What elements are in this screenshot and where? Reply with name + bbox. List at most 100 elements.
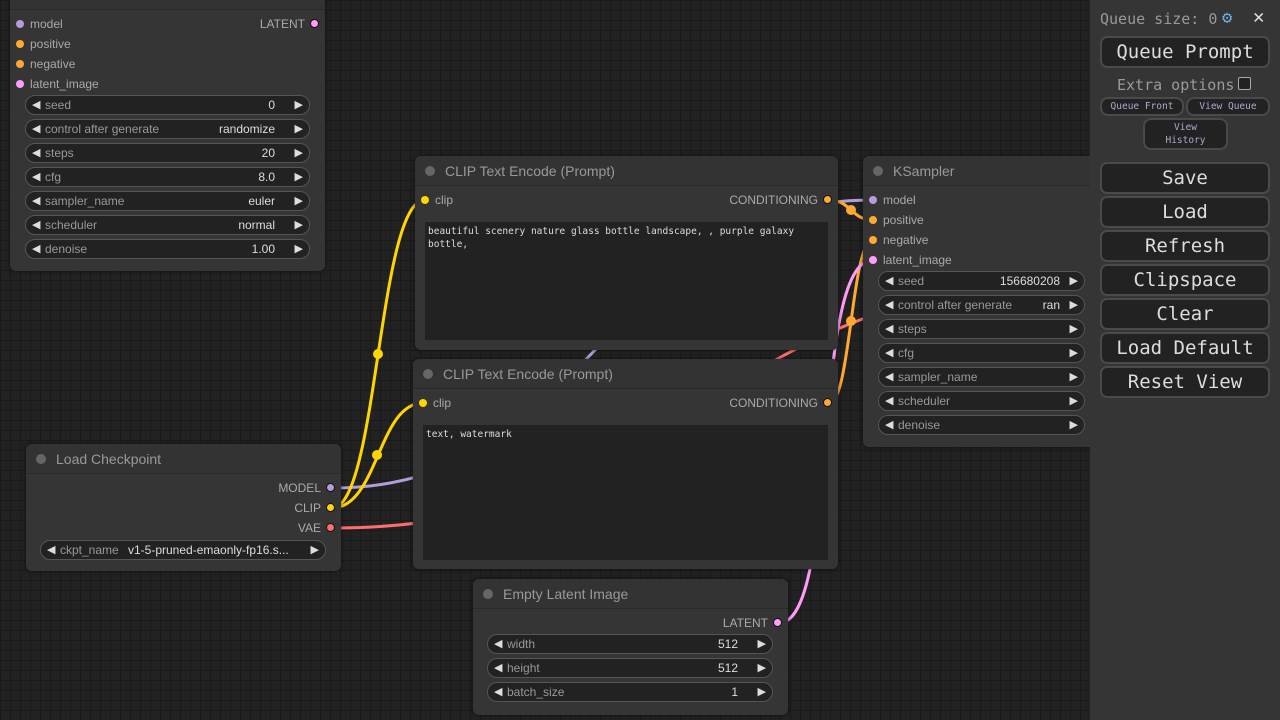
load-checkpoint-node[interactable]: Load Checkpoint MODEL CLIP VAE ◀ ckpt_name v… <box>26 444 341 571</box>
widget-cfg[interactable]: ◀ cfg 8.0 ▶ <box>25 167 310 187</box>
slot-dot[interactable] <box>823 195 832 204</box>
widget-control-after-generate[interactable]: ◀ control after generate ran ▶ <box>878 295 1085 315</box>
decrement-arrow-icon[interactable]: ◀ <box>885 371 894 383</box>
increment-arrow-icon[interactable]: ▶ <box>294 123 303 135</box>
node-title-bar[interactable]: Empty Latent Image <box>473 579 788 609</box>
input-slot-model[interactable]: model <box>863 190 916 210</box>
node-title-bar[interactable] <box>10 0 325 10</box>
collapse-dot[interactable] <box>36 454 46 464</box>
increment-arrow-icon[interactable]: ▶ <box>757 686 766 698</box>
slot-dot[interactable] <box>773 618 782 627</box>
decrement-arrow-icon[interactable]: ◀ <box>885 419 894 431</box>
widget-sampler-name[interactable]: ◀ sampler_name ▶ <box>878 367 1085 387</box>
collapse-dot[interactable] <box>425 166 435 176</box>
decrement-arrow-icon[interactable]: ◀ <box>32 99 41 111</box>
prompt-textarea[interactable]: text, watermark <box>423 425 828 560</box>
close-icon[interactable]: ✕ <box>1253 6 1265 28</box>
increment-arrow-icon[interactable]: ▶ <box>294 243 303 255</box>
widget-batch-size[interactable]: ◀ batch_size 1 ▶ <box>487 682 773 702</box>
empty-latent-image-node[interactable]: Empty Latent Image LATENT ◀ width 512 ▶ ◀ hei… <box>473 579 788 715</box>
decrement-arrow-icon[interactable]: ◀ <box>32 171 41 183</box>
decrement-arrow-icon[interactable]: ◀ <box>885 299 894 311</box>
decrement-arrow-icon[interactable]: ◀ <box>885 395 894 407</box>
input-slot-latent-image[interactable]: latent_image <box>863 250 952 270</box>
decrement-arrow-icon[interactable]: ◀ <box>47 544 56 556</box>
increment-arrow-icon[interactable]: ▶ <box>757 638 766 650</box>
widget-sampler-name[interactable]: ◀ sampler_name euler ▶ <box>25 191 310 211</box>
output-slot-latent[interactable]: LATENT <box>260 14 325 34</box>
input-slot-negative[interactable]: negative <box>10 54 75 74</box>
slot-dot[interactable] <box>869 216 877 224</box>
decrement-arrow-icon[interactable]: ◀ <box>885 347 894 359</box>
output-slot-vae[interactable]: VAE <box>298 518 341 538</box>
decrement-arrow-icon[interactable]: ◀ <box>32 123 41 135</box>
slot-dot[interactable] <box>421 196 429 204</box>
view-queue-button[interactable]: View Queue <box>1186 97 1270 116</box>
slot-dot[interactable] <box>310 19 319 28</box>
slot-dot[interactable] <box>16 20 24 28</box>
slot-dot[interactable] <box>869 236 877 244</box>
increment-arrow-icon[interactable]: ▶ <box>294 147 303 159</box>
refresh-button[interactable]: Refresh <box>1100 230 1270 262</box>
slot-dot[interactable] <box>419 399 427 407</box>
decrement-arrow-icon[interactable]: ◀ <box>32 219 41 231</box>
decrement-arrow-icon[interactable]: ◀ <box>32 195 41 207</box>
clipspace-button[interactable]: Clipspace <box>1100 264 1270 296</box>
clip-text-encode-negative-node[interactable]: CLIP Text Encode (Prompt) clip CONDITION… <box>413 359 838 569</box>
clear-button[interactable]: Clear <box>1100 298 1270 330</box>
queue-front-button[interactable]: Queue Front <box>1100 97 1184 116</box>
increment-arrow-icon[interactable]: ▶ <box>294 171 303 183</box>
node-title-bar[interactable]: Load Checkpoint <box>26 444 341 474</box>
input-slot-clip[interactable]: clip <box>413 393 451 413</box>
slot-dot[interactable] <box>326 523 335 532</box>
slot-dot[interactable] <box>823 398 832 407</box>
widget-scheduler[interactable]: ◀ scheduler normal ▶ <box>25 215 310 235</box>
extra-options-checkbox[interactable] <box>1238 77 1251 90</box>
input-slot-positive[interactable]: positive <box>863 210 924 230</box>
widget-cfg[interactable]: ◀ cfg ▶ <box>878 343 1085 363</box>
ksampler-node-top[interactable]: model positive negative latent_image LATENT ◀… <box>10 0 325 271</box>
increment-arrow-icon[interactable]: ▶ <box>294 99 303 111</box>
increment-arrow-icon[interactable]: ▶ <box>757 662 766 674</box>
widget-ckpt-name[interactable]: ◀ ckpt_name v1-5-pruned-emaonly-fp16.s... ▶ <box>40 540 326 560</box>
input-slot-latent-image[interactable]: latent_image <box>10 74 99 94</box>
save-button[interactable]: Save <box>1100 162 1270 194</box>
output-slot-model[interactable]: MODEL <box>278 478 341 498</box>
widget-height[interactable]: ◀ height 512 ▶ <box>487 658 773 678</box>
increment-arrow-icon[interactable]: ▶ <box>1069 395 1078 407</box>
gear-icon[interactable]: ⚙ <box>1222 8 1233 28</box>
output-slot-latent[interactable]: LATENT <box>723 613 788 633</box>
load-button[interactable]: Load <box>1100 196 1270 228</box>
increment-arrow-icon[interactable]: ▶ <box>1069 323 1078 335</box>
widget-steps[interactable]: ◀ steps ▶ <box>878 319 1085 339</box>
collapse-dot[interactable] <box>423 369 433 379</box>
decrement-arrow-icon[interactable]: ◀ <box>494 638 503 650</box>
slot-dot[interactable] <box>16 40 24 48</box>
decrement-arrow-icon[interactable]: ◀ <box>494 686 503 698</box>
output-slot-conditioning[interactable]: CONDITIONING <box>729 190 838 210</box>
widget-denoise[interactable]: ◀ denoise ▶ <box>878 415 1085 435</box>
input-slot-positive[interactable]: positive <box>10 34 71 54</box>
widget-seed[interactable]: ◀ seed 0 ▶ <box>25 95 310 115</box>
increment-arrow-icon[interactable]: ▶ <box>1069 371 1078 383</box>
queue-prompt-button[interactable]: Queue Prompt <box>1100 36 1270 68</box>
widget-steps[interactable]: ◀ steps 20 ▶ <box>25 143 310 163</box>
collapse-dot[interactable] <box>873 166 883 176</box>
collapse-dot[interactable] <box>483 589 493 599</box>
load-default-button[interactable]: Load Default <box>1100 332 1270 364</box>
decrement-arrow-icon[interactable]: ◀ <box>494 662 503 674</box>
slot-dot[interactable] <box>326 503 335 512</box>
reset-view-button[interactable]: Reset View <box>1100 366 1270 398</box>
decrement-arrow-icon[interactable]: ◀ <box>885 323 894 335</box>
input-slot-clip[interactable]: clip <box>415 190 453 210</box>
output-slot-clip[interactable]: CLIP <box>294 498 341 518</box>
decrement-arrow-icon[interactable]: ◀ <box>885 275 894 287</box>
widget-seed[interactable]: ◀ seed 156680208 ▶ <box>878 271 1085 291</box>
slot-dot[interactable] <box>869 256 877 264</box>
increment-arrow-icon[interactable]: ▶ <box>294 219 303 231</box>
slot-dot[interactable] <box>16 60 24 68</box>
decrement-arrow-icon[interactable]: ◀ <box>32 243 41 255</box>
input-slot-model[interactable]: model <box>10 14 63 34</box>
ksampler-node[interactable]: KSampler model positive negative latent_ima… <box>863 156 1090 447</box>
widget-control-after-generate[interactable]: ◀ control after generate randomize ▶ <box>25 119 310 139</box>
